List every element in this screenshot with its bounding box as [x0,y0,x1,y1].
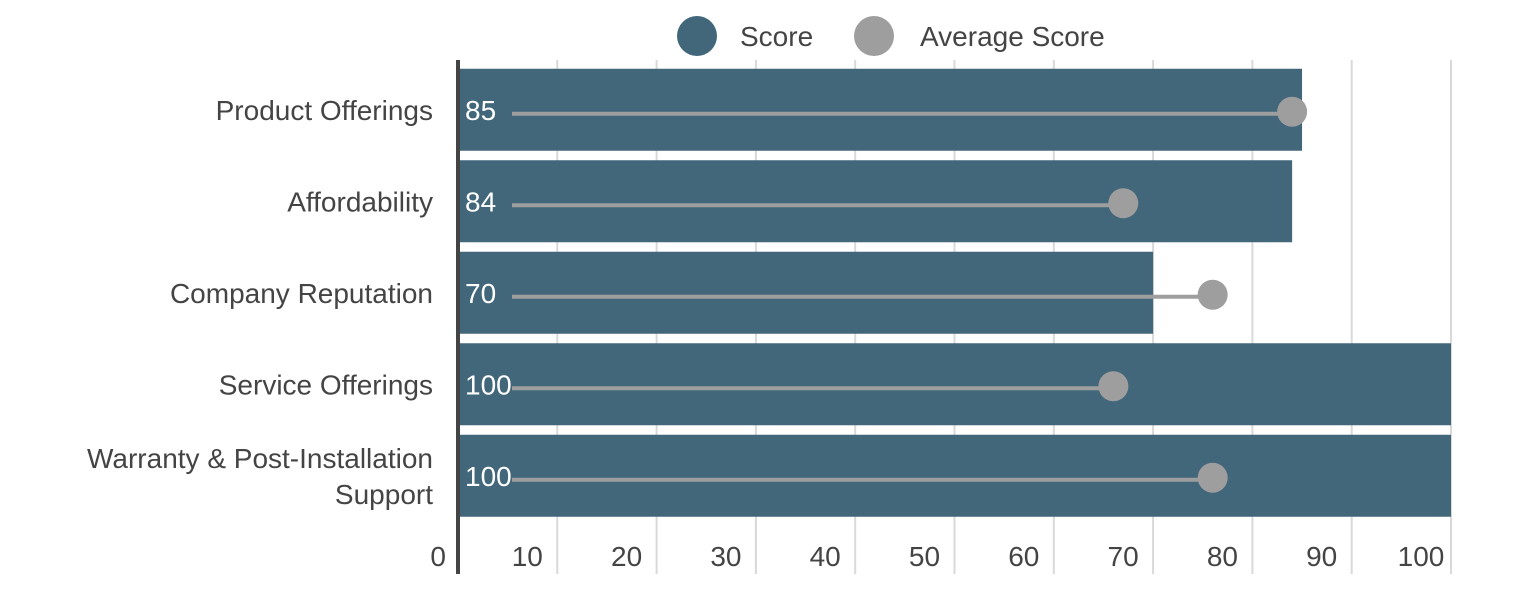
score-data-label: 85 [465,95,496,126]
score-data-label: 100 [465,369,512,400]
x-tick-label: 0 [430,541,446,572]
score-data-label: 84 [465,186,496,217]
x-tick-label: 90 [1306,541,1337,572]
average-marker-dot [1098,371,1129,402]
average-marker-dot [1197,279,1228,310]
category-label: Product Offerings [216,95,433,126]
x-tick-label: 80 [1207,541,1238,572]
average-marker-dot [1197,462,1228,493]
axis-layer: 0 10 20 30 40 50 60 70 80 90 100 [430,60,1444,574]
x-tick-label: 60 [1008,541,1039,572]
category-label: Service Offerings [219,369,433,400]
average-marker-dot [1277,96,1308,127]
legend-average-score-marker [854,16,894,56]
score-bar [458,68,1303,151]
score-bar [458,251,1154,334]
average-marker-dot [1108,188,1139,219]
x-tick-label: 50 [909,541,940,572]
score-data-label: 70 [465,278,496,309]
score-bar [458,343,1451,426]
bar-layer [458,68,1451,517]
score-bar [458,160,1293,243]
legend-score-label: Score [740,21,813,52]
category-label: Affordability [287,186,433,217]
score-bar [458,434,1451,517]
x-tick-label: 30 [710,541,741,572]
x-tick-label: 20 [611,541,642,572]
category-label: Warranty & Post-Installation [87,443,433,474]
score-data-label: 100 [465,461,512,492]
legend-layer: Score Average Score [677,16,1105,56]
x-tick-label: 70 [1108,541,1139,572]
x-tick-label: 10 [512,541,543,572]
category-label: Company Reputation [170,278,433,309]
category-label: Support [335,479,433,510]
legend-average-score-label: Average Score [920,21,1105,52]
x-tick-label: 40 [810,541,841,572]
x-tick-label: 100 [1398,541,1445,572]
marker-layer [512,96,1308,493]
legend-score-marker [677,16,717,56]
label-layer: 85 Product Offerings 84 Affordability 70 Comp… [87,95,512,510]
